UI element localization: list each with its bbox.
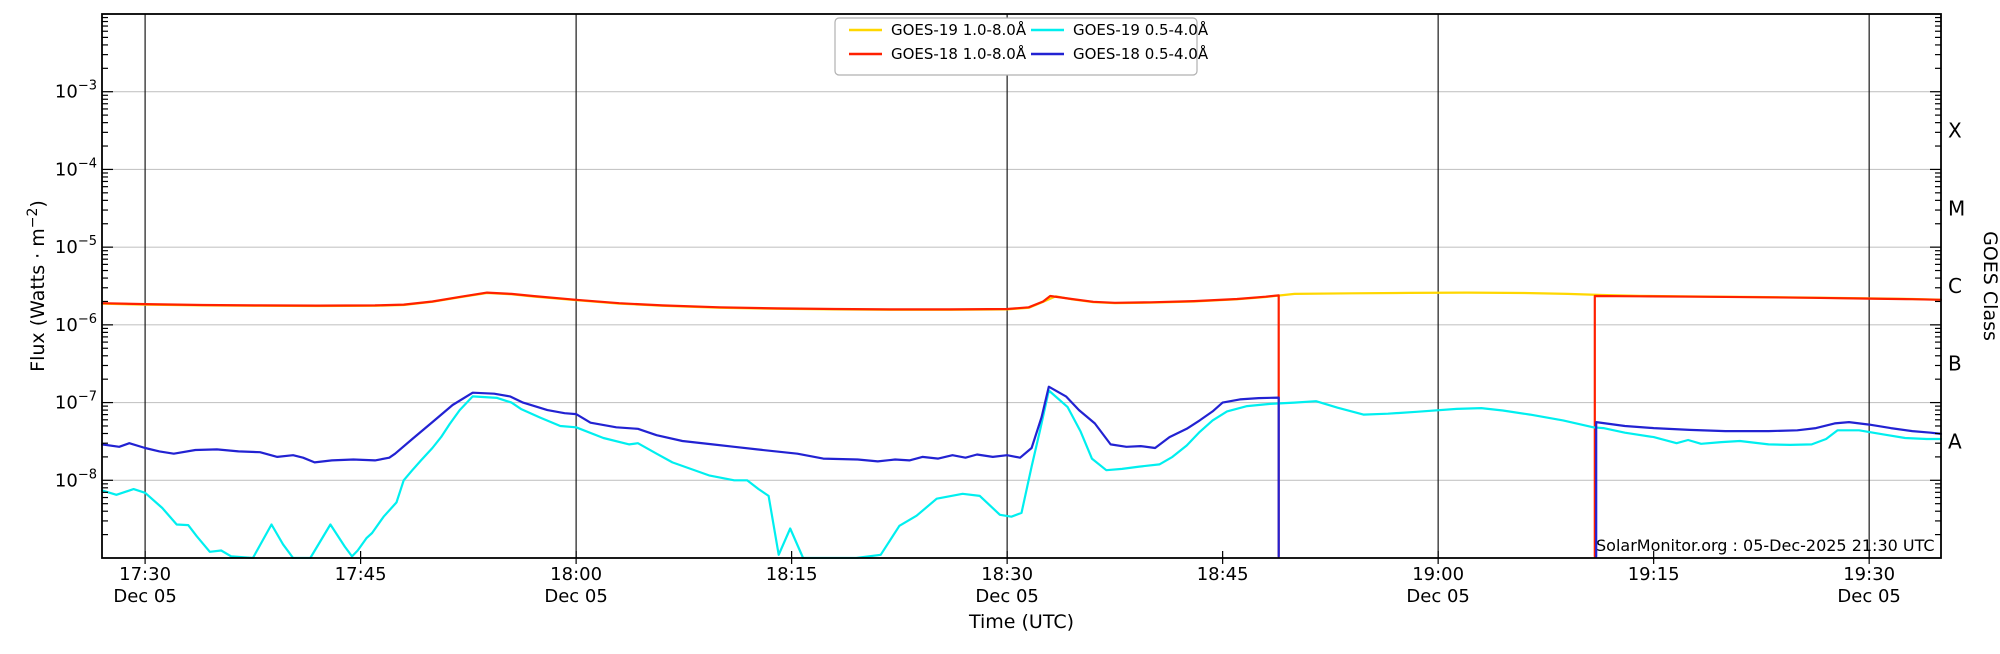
- x-tick-label: 18:30: [981, 564, 1033, 585]
- x-axis-title: Time (UTC): [968, 611, 1074, 633]
- legend-label: GOES-19 0.5-4.0Å: [1073, 20, 1209, 39]
- legend-frame: [834, 17, 1198, 76]
- legend: GOES-19 1.0-8.0Å GOES-18 1.0-8.0Å GOES-19 …: [834, 17, 1209, 76]
- x-tick-label: 19:15: [1628, 564, 1680, 585]
- x-tick-date: Dec 05: [975, 586, 1038, 607]
- goes-class-label-x: X: [1948, 119, 1962, 143]
- x-tick-label: 19:00: [1412, 564, 1464, 585]
- legend-label: GOES-19 1.0-8.0Å: [891, 20, 1027, 39]
- y-tick-label: 10−7: [55, 390, 97, 414]
- y-tick-label: 10−5: [55, 234, 97, 258]
- x-tick-label: 18:00: [550, 564, 602, 585]
- goes-class-labels: X M C B A: [1948, 119, 1965, 454]
- y-tick-labels: 10−3 10−4 10−5 10−6 10−7 10−8: [55, 79, 97, 492]
- x-tick-label: 19:30: [1843, 564, 1895, 585]
- axis-ticks: [102, 16, 1941, 564]
- goes-class-label-b: B: [1948, 352, 1962, 376]
- plot-frame: [101, 13, 1942, 559]
- legend-label: GOES-18 1.0-8.0Å: [891, 44, 1027, 63]
- y-tick-label: 10−4: [55, 156, 97, 180]
- legend-item-goes-18-1-0-8-0: GOES-18 1.0-8.0Å: [849, 44, 1027, 63]
- series-goes-18-0-5-4-0: [1595, 421, 1942, 558]
- y-axis-title: Flux (Watts · m−2): [25, 200, 49, 372]
- y-tick-label: 10−8: [55, 467, 97, 491]
- legend-item-goes-18-0-5-4-0: GOES-18 0.5-4.0Å: [1031, 44, 1209, 63]
- legend-label: GOES-18 0.5-4.0Å: [1073, 44, 1209, 63]
- right-axis-title: GOES Class: [1979, 231, 2000, 341]
- gridlines: [102, 14, 1941, 558]
- legend-item-goes-19-0-5-4-0: GOES-19 0.5-4.0Å: [1031, 20, 1209, 39]
- series-lines: [101, 291, 1942, 559]
- goes-class-label-c: C: [1948, 274, 1962, 298]
- series-goes-18-1-0-8-0: [101, 291, 1280, 558]
- x-tick-label: 18:15: [766, 564, 818, 585]
- x-tick-date: Dec 05: [1837, 586, 1900, 607]
- goes-class-label-m: M: [1948, 196, 1965, 220]
- y-tick-label: 10−6: [55, 312, 97, 336]
- x-tick-label: 18:45: [1197, 564, 1249, 585]
- goes-class-label-a: A: [1948, 429, 1962, 453]
- series-goes-19-0-5-4-0: [101, 389, 1942, 559]
- y-tick-label: 10−3: [55, 79, 97, 103]
- watermark: SolarMonitor.org : 05-Dec-2025 21:30 UTC: [1596, 536, 1935, 555]
- x-tick-date: Dec 05: [544, 586, 607, 607]
- x-tick-date: Dec 05: [1406, 586, 1469, 607]
- legend-item-goes-19-1-0-8-0: GOES-19 1.0-8.0Å: [849, 20, 1027, 39]
- x-tick-label: 17:30: [119, 564, 171, 585]
- x-tick-date: Dec 05: [113, 586, 176, 607]
- series-goes-18-1-0-8-0: [1593, 294, 1942, 558]
- series-goes-18-0-5-4-0: [101, 385, 1280, 558]
- x-tick-label: 17:45: [335, 564, 387, 585]
